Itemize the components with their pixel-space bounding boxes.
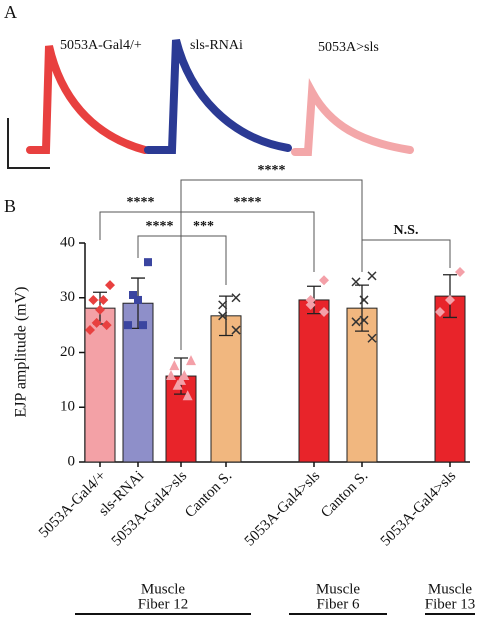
y-tick-label: 30 bbox=[60, 289, 75, 305]
trace bbox=[291, 78, 414, 156]
data-point bbox=[88, 294, 99, 305]
group-label: Fiber 12 bbox=[138, 596, 188, 612]
group-label: Muscle bbox=[428, 581, 473, 597]
data-point bbox=[182, 390, 193, 401]
data-point bbox=[319, 275, 329, 286]
group-label: Muscle bbox=[316, 581, 361, 597]
bar bbox=[434, 295, 466, 463]
data-point bbox=[186, 355, 196, 366]
x-tick-label: Canton S. bbox=[318, 468, 371, 521]
data-point bbox=[359, 295, 369, 305]
y-axis-label: EJP amplitude (mV) bbox=[13, 287, 30, 418]
data-point bbox=[105, 280, 115, 291]
group-label: Muscle bbox=[141, 581, 186, 597]
data-point bbox=[95, 304, 105, 315]
significance-bracket bbox=[180, 179, 363, 350]
data-point bbox=[351, 317, 361, 327]
data-point bbox=[231, 325, 241, 335]
group-label: Fiber 13 bbox=[425, 596, 475, 612]
significance-label: **** bbox=[146, 219, 174, 234]
significance-label: N.S. bbox=[394, 223, 419, 238]
data-point bbox=[367, 271, 377, 281]
panel-label: B bbox=[4, 196, 16, 216]
trace bbox=[144, 39, 292, 154]
trace-label: 5053A-Gal4/+ bbox=[60, 38, 142, 53]
data-point bbox=[218, 300, 228, 310]
data-point bbox=[134, 295, 142, 304]
x-tick-label: Canton S. bbox=[182, 468, 235, 521]
data-point bbox=[231, 293, 241, 303]
data-point bbox=[129, 291, 137, 300]
x-tick-label: 5053A-Gal4>sls bbox=[109, 468, 191, 550]
significance-label: *** bbox=[193, 219, 214, 234]
trace-label: 5053A>sls bbox=[318, 40, 379, 55]
data-point bbox=[455, 267, 465, 278]
y-tick-label: 40 bbox=[60, 234, 75, 250]
trace bbox=[26, 45, 149, 154]
significance-label: **** bbox=[127, 195, 155, 210]
data-point bbox=[124, 321, 132, 330]
data-point bbox=[101, 320, 112, 331]
significance-label: **** bbox=[234, 195, 262, 210]
data-point bbox=[435, 306, 445, 317]
x-tick-label: 5053A-Gal4>sls bbox=[378, 468, 460, 550]
data-point bbox=[305, 299, 316, 310]
data-point bbox=[172, 379, 183, 390]
data-point bbox=[169, 360, 180, 371]
scale-bar bbox=[7, 118, 50, 169]
trace-label: sls-RNAi bbox=[190, 38, 243, 53]
group-label: Fiber 6 bbox=[317, 596, 360, 612]
y-tick-label: 0 bbox=[68, 453, 76, 469]
significance-label: **** bbox=[258, 163, 286, 178]
data-point bbox=[85, 325, 95, 336]
data-point bbox=[319, 306, 329, 317]
data-point bbox=[166, 369, 176, 380]
data-point bbox=[98, 294, 109, 305]
bar bbox=[210, 315, 242, 463]
data-point bbox=[367, 333, 377, 343]
panel-label: A bbox=[4, 2, 17, 22]
data-point bbox=[218, 311, 228, 321]
bar bbox=[84, 307, 116, 463]
bar bbox=[298, 299, 330, 463]
data-point bbox=[139, 321, 147, 330]
x-tick-label: 5053A-Gal4>sls bbox=[242, 468, 324, 550]
error-bar bbox=[219, 295, 233, 337]
bar bbox=[122, 302, 154, 463]
data-point bbox=[351, 277, 361, 287]
significance-bracket bbox=[361, 239, 451, 270]
data-point bbox=[91, 317, 102, 328]
error-bar bbox=[355, 284, 369, 332]
y-tick-label: 20 bbox=[60, 344, 75, 360]
data-point bbox=[445, 294, 455, 305]
y-tick-label: 10 bbox=[60, 399, 75, 415]
data-point bbox=[359, 315, 369, 325]
data-point bbox=[144, 258, 152, 267]
